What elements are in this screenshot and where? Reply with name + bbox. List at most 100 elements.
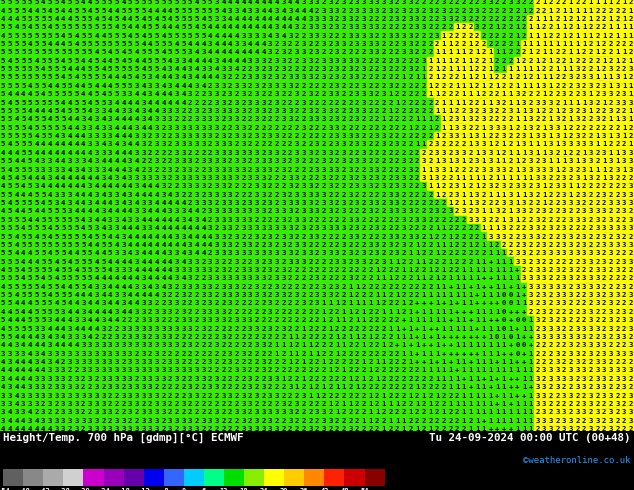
Text: 3: 3 bbox=[508, 192, 513, 197]
Bar bbox=[588, 316, 594, 324]
Text: 3: 3 bbox=[181, 175, 186, 181]
Bar bbox=[80, 299, 87, 308]
Text: 1: 1 bbox=[295, 351, 299, 357]
Bar bbox=[27, 207, 33, 216]
Bar bbox=[160, 383, 167, 392]
Text: 4: 4 bbox=[101, 183, 105, 189]
Text: 3: 3 bbox=[582, 376, 586, 382]
Text: 3: 3 bbox=[281, 41, 286, 47]
Bar bbox=[427, 48, 434, 56]
Text: 2: 2 bbox=[328, 267, 333, 273]
Text: 3: 3 bbox=[87, 359, 92, 365]
Bar bbox=[541, 166, 547, 174]
Bar bbox=[160, 140, 167, 148]
Bar bbox=[567, 123, 574, 132]
Bar bbox=[494, 123, 501, 132]
Bar bbox=[301, 316, 307, 324]
Text: 3: 3 bbox=[268, 325, 273, 332]
Text: 2: 2 bbox=[195, 91, 199, 97]
Bar bbox=[160, 249, 167, 257]
Bar bbox=[414, 375, 420, 383]
Text: 2: 2 bbox=[401, 275, 406, 281]
Bar bbox=[581, 207, 588, 216]
Bar bbox=[13, 15, 20, 23]
Text: 2: 2 bbox=[435, 217, 439, 223]
Bar bbox=[67, 157, 74, 165]
Bar bbox=[193, 57, 200, 65]
Bar bbox=[494, 6, 501, 15]
Bar bbox=[27, 257, 33, 266]
Text: 4: 4 bbox=[288, 16, 292, 22]
Bar bbox=[214, 274, 220, 283]
Bar bbox=[0, 333, 6, 341]
Text: 4: 4 bbox=[48, 325, 52, 332]
Bar bbox=[301, 107, 307, 115]
Bar bbox=[193, 274, 200, 283]
Bar bbox=[27, 199, 33, 207]
Text: 1: 1 bbox=[422, 142, 426, 147]
Bar bbox=[333, 416, 340, 425]
Bar bbox=[174, 375, 180, 383]
Bar bbox=[214, 115, 220, 123]
Bar bbox=[360, 224, 367, 232]
Bar bbox=[207, 308, 214, 316]
Bar bbox=[541, 333, 547, 341]
Bar bbox=[628, 367, 634, 374]
Bar bbox=[146, 191, 153, 199]
Bar bbox=[267, 65, 274, 74]
Text: 3: 3 bbox=[522, 242, 526, 248]
Text: 3: 3 bbox=[81, 417, 86, 424]
Bar bbox=[547, 341, 554, 349]
Bar bbox=[160, 408, 167, 416]
Bar bbox=[127, 166, 133, 174]
Text: 1: 1 bbox=[501, 392, 506, 398]
Text: 3: 3 bbox=[255, 116, 259, 122]
Bar bbox=[100, 82, 107, 90]
Bar bbox=[53, 166, 60, 174]
Text: 3: 3 bbox=[202, 200, 205, 206]
Text: 3: 3 bbox=[335, 125, 339, 131]
Text: 4: 4 bbox=[15, 384, 19, 390]
Bar bbox=[307, 65, 314, 74]
Text: 2: 2 bbox=[548, 108, 553, 114]
Text: 2: 2 bbox=[275, 142, 279, 147]
Bar bbox=[214, 224, 220, 232]
Bar bbox=[220, 48, 227, 56]
Text: 3: 3 bbox=[401, 175, 406, 181]
Bar bbox=[6, 383, 13, 392]
Bar bbox=[67, 74, 74, 82]
Text: 2: 2 bbox=[395, 267, 399, 273]
Text: 1: 1 bbox=[475, 91, 479, 97]
Text: 1: 1 bbox=[382, 426, 386, 432]
Bar bbox=[574, 308, 581, 316]
Bar bbox=[301, 6, 307, 15]
Bar bbox=[507, 400, 514, 408]
Bar bbox=[294, 191, 301, 199]
Bar bbox=[374, 241, 380, 249]
Text: 3: 3 bbox=[562, 417, 566, 424]
Bar bbox=[581, 98, 588, 107]
Bar bbox=[307, 241, 314, 249]
Bar bbox=[581, 349, 588, 358]
Text: 3: 3 bbox=[115, 292, 119, 298]
Bar bbox=[60, 0, 67, 6]
Bar bbox=[107, 341, 113, 349]
Bar bbox=[387, 308, 394, 316]
Bar bbox=[40, 333, 46, 341]
Bar bbox=[314, 274, 320, 283]
Text: 4: 4 bbox=[87, 108, 92, 114]
Bar bbox=[74, 291, 80, 299]
Text: 4: 4 bbox=[15, 24, 19, 30]
Text: 3: 3 bbox=[548, 426, 553, 432]
Bar bbox=[301, 308, 307, 316]
Text: 3: 3 bbox=[629, 351, 633, 357]
Bar bbox=[588, 107, 594, 115]
Bar bbox=[527, 48, 534, 56]
Bar bbox=[454, 132, 460, 140]
Text: 4: 4 bbox=[28, 250, 32, 256]
Text: 3: 3 bbox=[588, 309, 593, 315]
Text: 2: 2 bbox=[548, 384, 553, 390]
Bar bbox=[20, 74, 27, 82]
Text: 2: 2 bbox=[174, 426, 179, 432]
Bar bbox=[347, 65, 354, 74]
